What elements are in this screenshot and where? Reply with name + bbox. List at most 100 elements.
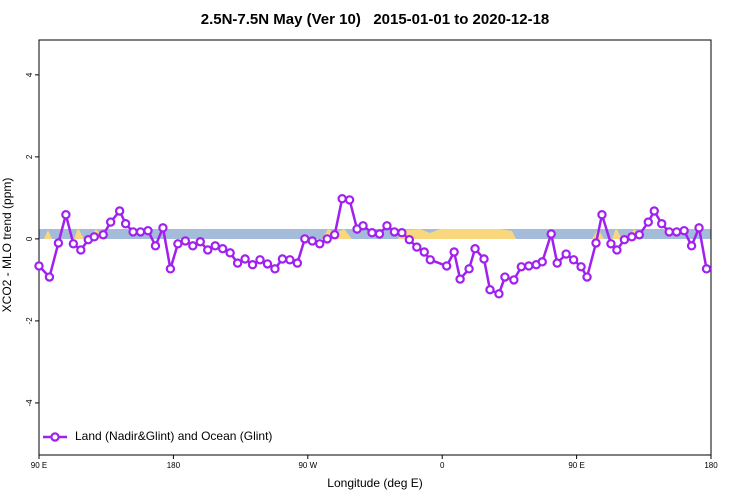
data-point xyxy=(114,206,125,216)
data-point xyxy=(686,241,697,251)
data-point xyxy=(76,245,86,255)
x-tick-label: 180 xyxy=(704,461,718,470)
data-point xyxy=(568,255,579,265)
data-point xyxy=(479,254,489,264)
data-point xyxy=(89,232,99,242)
legend-label: Land (Nadir&Glint) and Ocean (Glint) xyxy=(75,429,272,443)
data-point xyxy=(120,219,131,229)
data-point xyxy=(694,223,704,233)
data-point xyxy=(180,236,191,246)
series-line xyxy=(38,197,708,296)
data-point xyxy=(561,249,571,259)
y-tick-label: -2 xyxy=(25,317,34,325)
data-point xyxy=(552,258,562,268)
data-point xyxy=(135,227,146,237)
data-point xyxy=(516,262,527,272)
data-point xyxy=(546,229,556,239)
data-point xyxy=(292,258,303,268)
data-point xyxy=(419,247,429,257)
data-point xyxy=(464,264,474,274)
x-tick-label: 90 W xyxy=(298,461,317,470)
data-point xyxy=(455,274,465,284)
data-point xyxy=(701,264,712,274)
data-point xyxy=(671,227,682,237)
data-point xyxy=(247,260,258,270)
land xyxy=(398,229,516,239)
land xyxy=(612,228,622,239)
data-point xyxy=(68,239,79,249)
data-point xyxy=(300,234,310,244)
x-tick-label: 180 xyxy=(167,461,181,470)
data-point xyxy=(470,244,480,254)
data-point xyxy=(329,230,340,240)
data-point xyxy=(606,239,616,249)
data-point xyxy=(315,239,325,249)
data-point xyxy=(509,275,519,285)
data-point xyxy=(105,217,116,227)
x-tick-label: 90 E xyxy=(568,461,584,470)
data-point xyxy=(374,229,385,239)
plot-frame xyxy=(38,39,712,456)
data-point xyxy=(425,255,435,265)
data-point xyxy=(367,228,377,238)
data-point xyxy=(582,272,592,282)
data-point xyxy=(679,225,689,236)
data-point xyxy=(98,230,108,240)
data-point xyxy=(524,261,534,271)
data-point xyxy=(649,206,659,216)
data-point xyxy=(61,209,71,220)
y-axis-label: XCO2 - MLO trend (ppm) xyxy=(0,178,14,313)
data-point xyxy=(34,261,44,271)
data-point xyxy=(537,257,547,267)
data-point xyxy=(232,258,243,268)
data-point xyxy=(225,248,235,258)
data-point xyxy=(158,223,168,233)
data-point xyxy=(150,241,161,251)
data-point xyxy=(188,241,198,251)
y-tick-label: 2 xyxy=(25,154,34,159)
data-point xyxy=(619,235,630,245)
data-point xyxy=(53,238,64,248)
data-point xyxy=(262,259,273,269)
data-point xyxy=(664,227,674,237)
land xyxy=(44,230,52,239)
data-point xyxy=(576,262,586,272)
land xyxy=(74,228,84,239)
data-point xyxy=(591,238,601,248)
legend-marker xyxy=(50,432,60,442)
data-point xyxy=(500,272,510,282)
data-point xyxy=(494,289,504,299)
x-axis-label: Longitude (deg E) xyxy=(327,476,422,490)
y-tick-label: 0 xyxy=(25,236,34,241)
data-point xyxy=(597,209,607,220)
chart-title: 2.5N-7.5N May (Ver 10) 2015-01-01 to 202… xyxy=(201,11,550,28)
data-point xyxy=(44,272,55,282)
data-point xyxy=(173,239,183,249)
data-point xyxy=(612,245,622,255)
data-point xyxy=(358,221,368,231)
x-tick-label: 0 xyxy=(440,461,445,470)
data-point xyxy=(322,234,332,244)
data-point xyxy=(382,221,392,231)
data-point xyxy=(412,242,422,252)
data-point xyxy=(277,254,288,264)
data-point xyxy=(643,217,653,227)
data-point xyxy=(165,264,176,274)
data-point xyxy=(210,241,220,251)
data-point xyxy=(397,228,407,238)
y-tick-label: -4 xyxy=(25,399,34,407)
data-point xyxy=(389,227,400,237)
data-point xyxy=(485,285,495,295)
data-point xyxy=(441,261,452,271)
y-tick-label: 4 xyxy=(25,72,34,77)
data-point xyxy=(255,255,265,265)
data-point xyxy=(128,227,138,237)
data-point xyxy=(217,244,228,254)
data-point xyxy=(270,264,280,274)
x-tick-label: 90 E xyxy=(31,461,47,470)
data-point xyxy=(404,235,415,245)
data-point xyxy=(627,232,637,242)
data-point xyxy=(285,255,295,265)
data-point xyxy=(307,236,317,246)
